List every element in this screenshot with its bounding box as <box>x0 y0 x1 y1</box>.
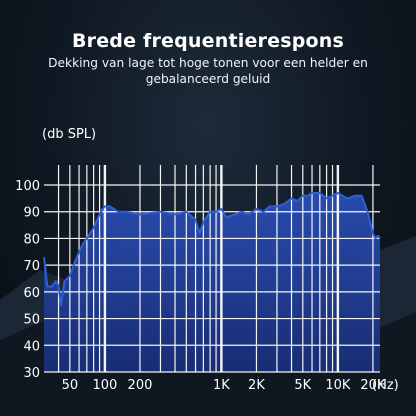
area-layer <box>44 193 380 372</box>
curve-layer <box>43 192 381 307</box>
y-tick-label: 100 <box>15 179 40 194</box>
x-tick-label: 10K <box>325 378 351 393</box>
y-tick-label: 50 <box>23 313 40 328</box>
x-tick-label: 200 <box>128 378 153 393</box>
y-axis-label: (db SPL) <box>42 127 96 142</box>
y-tick-label: 80 <box>23 232 40 247</box>
x-tick-label: 100 <box>92 378 117 393</box>
y-tick-label: 30 <box>23 366 40 381</box>
x-tick-label: 1K <box>213 378 230 393</box>
y-tick-label: 40 <box>23 339 40 354</box>
y-tick-label: 60 <box>23 286 40 301</box>
chart-title: Brede frequentierespons <box>71 30 345 52</box>
x-tick-label: 50 <box>62 378 79 393</box>
x-tick-label: 2K <box>248 378 265 393</box>
response-curve <box>43 192 381 307</box>
y-tick-labels: 100 90 80 70 60 50 40 30 <box>15 179 40 381</box>
x-axis-unit: (Hz) <box>372 378 399 393</box>
response-area <box>44 193 380 372</box>
x-tick-label: 5K <box>294 378 311 393</box>
y-tick-label: 70 <box>23 259 40 274</box>
chart-subtitle: Dekking van lage tot hoge tonen voor een… <box>48 56 368 86</box>
y-tick-label: 90 <box>23 206 40 221</box>
x-tick-labels: 50 100 200 1K 2K 5K 10K 20K <box>62 378 386 393</box>
x-tick-label: 20K <box>360 378 386 393</box>
